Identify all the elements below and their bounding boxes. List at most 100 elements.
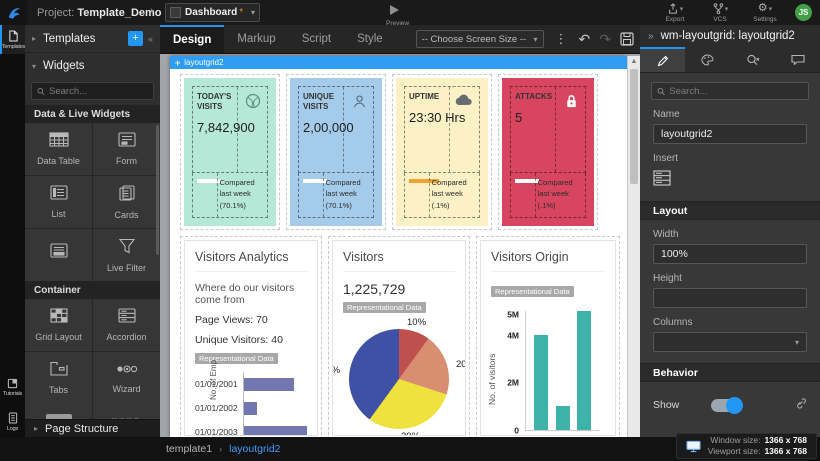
tab-styles[interactable]: [685, 47, 730, 72]
grid-cell[interactable]: Visitors Analytics Where do our visitors…: [180, 236, 322, 437]
selected-widget-header[interactable]: + layoutgrid2: [170, 56, 627, 69]
height-label: Height: [653, 273, 682, 284]
more-options-icon[interactable]: ⋮: [554, 31, 568, 46]
panel-scrollbar[interactable]: [156, 125, 159, 255]
widget-tile-cards[interactable]: Cards: [93, 176, 160, 228]
properties-header: » wm-layoutgrid: layoutgrid2: [640, 25, 820, 47]
user-icon: [352, 93, 367, 114]
tab-style[interactable]: Style: [357, 33, 383, 45]
progress-bar: [515, 179, 539, 184]
grid-cell[interactable]: ATTACKS 5 Compared last week (.1%): [498, 74, 598, 230]
y-axis-label: No. of Emp: [209, 359, 218, 400]
widget-search-input[interactable]: [49, 85, 148, 97]
grid-cell[interactable]: Visitors 1,225,729 Representational Data…: [328, 236, 470, 437]
tab-device[interactable]: [775, 47, 820, 72]
breadcrumb-layoutgrid2[interactable]: layoutgrid2: [229, 443, 281, 455]
user-avatar[interactable]: JS: [795, 4, 812, 21]
widget-tile-live-filter[interactable]: Live Filter: [93, 229, 160, 281]
properties-tabs: [640, 47, 820, 73]
widget-tile-accordion[interactable]: Accordion: [93, 299, 160, 351]
templates-page-icon: [9, 30, 18, 42]
bind-link-icon[interactable]: [795, 396, 807, 414]
page-structure-header[interactable]: ▸ Page Structure: [25, 419, 160, 437]
undo-icon[interactable]: ↶: [578, 31, 591, 47]
grid-cell[interactable]: UNIQUE VISITS 2,00,000 Compared last wee…: [286, 74, 386, 230]
collapse-panel-icon[interactable]: «: [147, 33, 153, 44]
magnifier-x-icon: [746, 54, 759, 65]
add-template-button[interactable]: +: [127, 31, 143, 46]
cloud-icon: [455, 93, 473, 111]
page-canvas[interactable]: + layoutgrid2 TODAY'S VISITS 7,842,900: [170, 56, 627, 437]
templates-section-header[interactable]: ▸ Templates + «: [25, 25, 160, 53]
widget-tile-grid-layout[interactable]: Grid Layout: [25, 299, 92, 351]
widget-tile-live-form[interactable]: Live Form: [25, 229, 92, 281]
grid-cell[interactable]: UPTIME 23:30 Hrs Compared last week (.1%…: [392, 74, 492, 230]
kpi-card-unique-visits[interactable]: UNIQUE VISITS 2,00,000 Compared last wee…: [290, 78, 382, 226]
name-field[interactable]: [653, 124, 807, 144]
property-search-input[interactable]: [669, 85, 803, 97]
grid-layout-icon: [49, 308, 68, 328]
rail-item-templates[interactable]: Templates: [0, 25, 25, 54]
play-icon: [389, 5, 399, 15]
grid-cell[interactable]: TODAY'S VISITS 7,842,900 Compared last w…: [180, 74, 280, 230]
chat-bubble-icon: [790, 54, 805, 65]
scroll-thumb[interactable]: [630, 69, 638, 184]
breadcrumb-template1[interactable]: template1: [166, 443, 213, 455]
widget-tile-tabs[interactable]: Tabs: [25, 352, 92, 404]
kpi-card-attacks[interactable]: ATTACKS 5 Compared last week (.1%): [502, 78, 594, 226]
show-toggle[interactable]: [711, 396, 743, 414]
data-live-widget-tiles: Data Table Form List Cards: [25, 123, 160, 281]
top-bar: Project: Template_Demo › Dashboard * ▾ P…: [0, 0, 820, 27]
chevron-down-icon: ▾: [794, 337, 799, 347]
tab-properties[interactable]: [640, 47, 685, 72]
grid-cell[interactable]: Visitors Origin Representational Data No…: [476, 236, 620, 437]
screen-size-select[interactable]: -- Choose Screen Size -- ▾: [415, 30, 544, 48]
rail-item-logs[interactable]: Logs: [0, 407, 25, 436]
tab-markup[interactable]: Markup: [237, 33, 276, 45]
widget-tile-data-table[interactable]: Data Table: [25, 123, 92, 175]
preview-button[interactable]: Preview: [373, 2, 415, 31]
scroll-up-icon[interactable]: ▲: [630, 58, 638, 65]
wavemaker-logo[interactable]: [0, 0, 27, 25]
partial-widget-icon: [45, 414, 72, 423]
rail-item-tutorials[interactable]: Tutorials: [0, 373, 25, 401]
page-selector-dropdown[interactable]: Dashboard * ▾: [165, 3, 260, 22]
insert-row-button[interactable]: [653, 168, 677, 190]
move-handle-icon: +: [175, 57, 181, 68]
canvas-scrollbar[interactable]: ▲: [627, 56, 640, 437]
tab-script[interactable]: Script: [301, 33, 332, 45]
visitors-analytics-panel[interactable]: Visitors Analytics Where do our visitors…: [184, 240, 318, 436]
vcs-menu[interactable]: ▾ VCS: [705, 3, 735, 23]
representational-data-badge: Representational Data: [491, 286, 574, 297]
show-label: Show: [653, 399, 680, 411]
redo-icon[interactable]: ↷: [599, 31, 611, 47]
toolbar-tools: -- Choose Screen Size -- ▾ ⋮ ↶ ↷: [415, 25, 640, 53]
columns-select[interactable]: ▾: [653, 332, 807, 352]
page-selector-label: Dashboard: [185, 7, 238, 18]
tabs-icon: [49, 361, 68, 381]
widget-tile-partial[interactable]: ┄┄┄┄: [93, 404, 160, 423]
chevron-down-icon: ▾: [533, 34, 538, 44]
save-icon[interactable]: [620, 32, 634, 46]
kpi-card-uptime[interactable]: UPTIME 23:30 Hrs Compared last week (.1%…: [396, 78, 488, 226]
kpi-card-row: TODAY'S VISITS 7,842,900 Compared last w…: [170, 69, 627, 230]
widget-tile-wizard[interactable]: Wizard: [93, 352, 160, 404]
widget-tile-form[interactable]: Form: [93, 123, 160, 175]
viewport-size-badge: Window size: 1366 x 768 Viewport size: 136…: [675, 433, 817, 459]
tab-design[interactable]: Design: [160, 25, 225, 53]
visitors-origin-panel[interactable]: Visitors Origin Representational Data No…: [480, 240, 616, 436]
widgets-section-header[interactable]: ▾ Widgets: [32, 60, 85, 72]
widget-tile-partial[interactable]: [25, 404, 92, 423]
settings-menu[interactable]: ⚙ ▾ Settings: [753, 2, 777, 23]
visitors-panel[interactable]: Visitors 1,225,729 Representational Data…: [332, 240, 466, 436]
widget-tile-list[interactable]: List: [25, 176, 92, 228]
unsaved-marker: *: [239, 7, 244, 18]
width-field[interactable]: [653, 244, 807, 264]
collapse-props-icon[interactable]: »: [648, 30, 654, 42]
tab-events[interactable]: [730, 47, 775, 72]
section-data-live-widgets: Data & Live Widgets: [25, 105, 160, 123]
kpi-card-todays-visits[interactable]: TODAY'S VISITS 7,842,900 Compared last w…: [184, 78, 276, 226]
height-field[interactable]: [653, 288, 807, 308]
export-menu[interactable]: ▾ Export: [660, 3, 690, 23]
tutorials-icon: [7, 378, 18, 389]
